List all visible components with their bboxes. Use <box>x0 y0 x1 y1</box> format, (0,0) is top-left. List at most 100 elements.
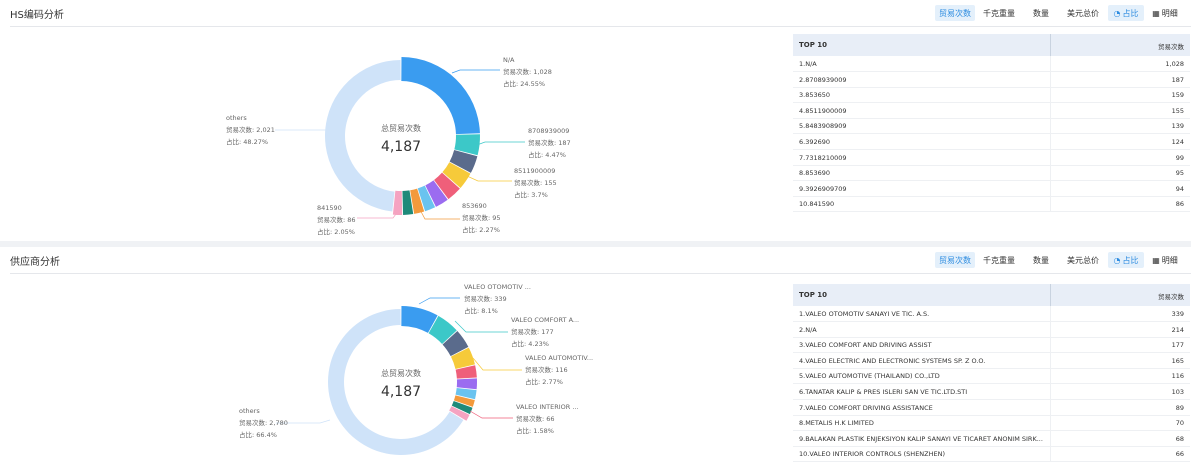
col-divider <box>1050 415 1051 431</box>
donut-slice[interactable] <box>449 150 478 173</box>
tab-usd-total[interactable]: 美元总价 <box>1067 8 1099 18</box>
donut-slice[interactable] <box>442 331 469 357</box>
donut-slice[interactable] <box>442 162 471 188</box>
leader-line <box>476 141 525 146</box>
donut-slice[interactable] <box>449 406 470 421</box>
row-name: 2.8708939009 <box>799 75 847 84</box>
donut-slice[interactable] <box>453 395 475 407</box>
center-value: 4,187 <box>381 139 421 155</box>
row-value: 187 <box>1171 75 1184 84</box>
callout-count: 贸易次数: 1,028 <box>503 67 552 76</box>
row-name: 3.VALEO COMFORT AND DRIVING ASSIST <box>799 341 932 350</box>
table-row[interactable]: 2.N/A 214 <box>793 321 1190 338</box>
detail-toggle[interactable]: ▦ 明细 <box>1148 252 1182 268</box>
callout-pct: 占比: 48.27% <box>226 137 268 146</box>
row-name: 4.VALEO ELECTRIC AND ELECTRONIC SYSTEMS … <box>799 356 986 365</box>
table-row[interactable]: 10.VALEO INTERIOR CONTROLS (SHENZHEN) 66 <box>793 446 1190 463</box>
row-value: 214 <box>1171 325 1184 334</box>
col-divider <box>1050 134 1051 149</box>
callout-count: 贸易次数: 2,021 <box>226 125 275 134</box>
callout-name: VALEO OTOMOTIV ... <box>464 283 531 291</box>
row-name: 4.8511900009 <box>799 106 847 115</box>
donut-slice[interactable] <box>455 365 477 379</box>
donut-slice[interactable] <box>456 378 477 390</box>
row-name: 6.TANATAR KALIP & PRES ISLERI SAN VE TIC… <box>799 388 968 396</box>
detail-toggle[interactable]: ▦ 明细 <box>1148 5 1182 21</box>
callout-name: 8511900009 <box>514 167 555 175</box>
table-row[interactable]: 3.VALEO COMFORT AND DRIVING ASSIST 177 <box>793 337 1190 354</box>
table-row[interactable]: 9.BALAKAN PLASTIK ENJEKSIYON KALIP SANAY… <box>793 430 1190 447</box>
center-label: 总贸易次数 <box>381 368 421 378</box>
row-name: 1.N/A <box>799 60 817 68</box>
callout-pct: 占比: 2.77% <box>525 377 563 386</box>
table-row[interactable]: 8.METALIS H.K LIMITED 70 <box>793 415 1190 432</box>
leader-line <box>418 297 460 305</box>
table-row[interactable]: 8.853690 95 <box>793 165 1190 182</box>
donut-slice[interactable] <box>417 185 436 212</box>
col-divider <box>1050 430 1051 446</box>
supplier-top10-table: TOP 10 贸易次数 1.VALEO OTOMOTIV SANAYI VE T… <box>793 284 1190 464</box>
row-value: 95 <box>1175 169 1184 178</box>
table-icon: ▦ <box>1152 255 1160 265</box>
row-value: 99 <box>1175 153 1184 162</box>
donut-slice[interactable] <box>401 306 438 333</box>
table-row[interactable]: 2.8708939009 187 <box>793 71 1190 88</box>
table-row[interactable]: 6.TANATAR KALIP & PRES ISLERI SAN VE TIC… <box>793 384 1190 400</box>
tab-usd-total[interactable]: 美元总价 <box>1067 255 1099 265</box>
hs-top10-table: TOP 10 贸易次数 1.N/A 1,028 2.8708939009 187 3.8… <box>793 34 1190 214</box>
donut-slice[interactable] <box>454 134 481 156</box>
col-divider <box>1050 337 1051 353</box>
callout-name: others <box>226 114 247 122</box>
center-value: 4,187 <box>381 384 421 400</box>
tab-trade-count[interactable]: 贸易次数 <box>935 252 975 268</box>
leader-line <box>451 69 500 74</box>
col-divider <box>1050 321 1051 337</box>
row-name: 7.7318210009 <box>799 153 847 162</box>
table-row[interactable]: 4.VALEO ELECTRIC AND ELECTRONIC SYSTEMS … <box>793 352 1190 369</box>
col-divider <box>1050 71 1051 87</box>
detail-label: 明细 <box>1161 255 1178 265</box>
row-name: 3.853650 <box>799 91 831 100</box>
donut-slice[interactable] <box>402 190 414 215</box>
ratio-toggle[interactable]: ◔ 占比 <box>1108 5 1144 21</box>
tab-weight-kg[interactable]: 千克重量 <box>983 255 1015 265</box>
donut-slice[interactable] <box>450 347 475 370</box>
donut-slice[interactable] <box>451 400 473 415</box>
table-row[interactable]: 6.392690 124 <box>793 134 1190 150</box>
supplier-analysis-panel: 供应商分析 贸易次数 千克重量 数量 美元总价 ◔ 占比 ▦ 明细 总贸易次数 … <box>0 247 1191 469</box>
table-row[interactable]: 7.7318210009 99 <box>793 149 1190 166</box>
callout-count: 贸易次数: 2,780 <box>239 418 288 427</box>
callout-name: VALEO INTERIOR ... <box>516 403 579 411</box>
tab-quantity[interactable]: 数量 <box>1033 8 1049 18</box>
donut-slice[interactable] <box>410 188 425 214</box>
row-name: 5.VALEO AUTOMOTIVE (THAILAND) CO.,LTD <box>799 372 940 381</box>
tab-weight-kg[interactable]: 千克重量 <box>983 8 1015 18</box>
donut-slice[interactable] <box>392 190 403 216</box>
donut-slice[interactable] <box>428 315 457 344</box>
table-row[interactable]: 4.8511900009 155 <box>793 102 1190 119</box>
col-divider <box>1050 102 1051 118</box>
table-row[interactable]: 7.VALEO COMFORT DRIVING ASSISTANCE 89 <box>793 399 1190 416</box>
table-row[interactable]: 5.8483908909 139 <box>793 118 1190 135</box>
ratio-toggle[interactable]: ◔ 占比 <box>1108 252 1144 268</box>
row-name: 2.N/A <box>799 325 817 334</box>
table-row[interactable]: 3.853650 159 <box>793 87 1190 104</box>
donut-slice[interactable] <box>401 57 480 135</box>
donut-slice[interactable] <box>434 172 460 200</box>
table-row[interactable]: 10.841590 86 <box>793 196 1190 213</box>
donut-slice[interactable] <box>325 60 401 212</box>
row-name: 8.METALIS H.K LIMITED <box>799 419 874 428</box>
table-row[interactable]: 9.3926909709 94 <box>793 180 1190 197</box>
center-label: 总贸易次数 <box>381 123 421 133</box>
callout-count: 贸易次数: 116 <box>525 365 568 374</box>
row-name: 10.VALEO INTERIOR CONTROLS (SHENZHEN) <box>799 450 946 459</box>
tab-trade-count[interactable]: 贸易次数 <box>935 5 975 21</box>
donut-slice[interactable] <box>425 180 448 207</box>
panel-title: HS编码分析 <box>10 10 64 21</box>
col-divider <box>1050 196 1051 212</box>
table-row[interactable]: 1.VALEO OTOMOTIV SANAYI VE TIC. A.S. 339 <box>793 306 1190 322</box>
table-row[interactable]: 5.VALEO AUTOMOTIVE (THAILAND) CO.,LTD 116 <box>793 368 1190 385</box>
table-row[interactable]: 1.N/A 1,028 <box>793 56 1190 72</box>
tab-quantity[interactable]: 数量 <box>1033 255 1049 265</box>
donut-slice[interactable] <box>455 387 477 400</box>
